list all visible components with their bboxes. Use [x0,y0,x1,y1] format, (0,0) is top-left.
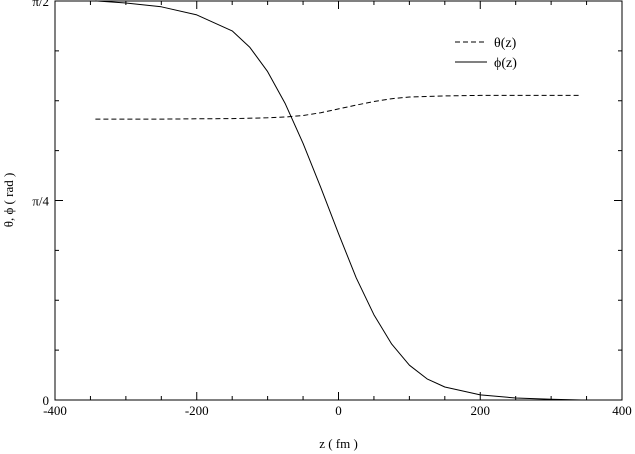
series-line-theta [95,94,582,120]
data-series [95,0,582,401]
y-tick-label: π/2 [32,0,49,9]
legend-label-theta: θ(z) [494,36,517,51]
y-axis-label: θ, ϕ ( rad ) [1,173,16,228]
x-axis-label: z ( fm ) [319,436,358,451]
axis-ticks [54,0,623,401]
x-tick-label: -200 [185,403,209,418]
y-tick-label: π/4 [32,194,49,209]
series-line-phi [95,0,582,401]
legend: θ(z) ϕ(z) [455,36,517,71]
x-tick-label: 200 [471,403,491,418]
legend-label-phi: ϕ(z) [494,56,517,71]
x-tick-label: 0 [335,403,342,418]
plot-frame [54,0,623,401]
x-tick-label: -400 [43,403,67,418]
x-tick-label: 400 [612,403,632,418]
axis-tick-labels: -400 -200 0 200 400 0 π/4 π/2 [32,0,631,418]
y-tick-label: 0 [43,393,50,408]
